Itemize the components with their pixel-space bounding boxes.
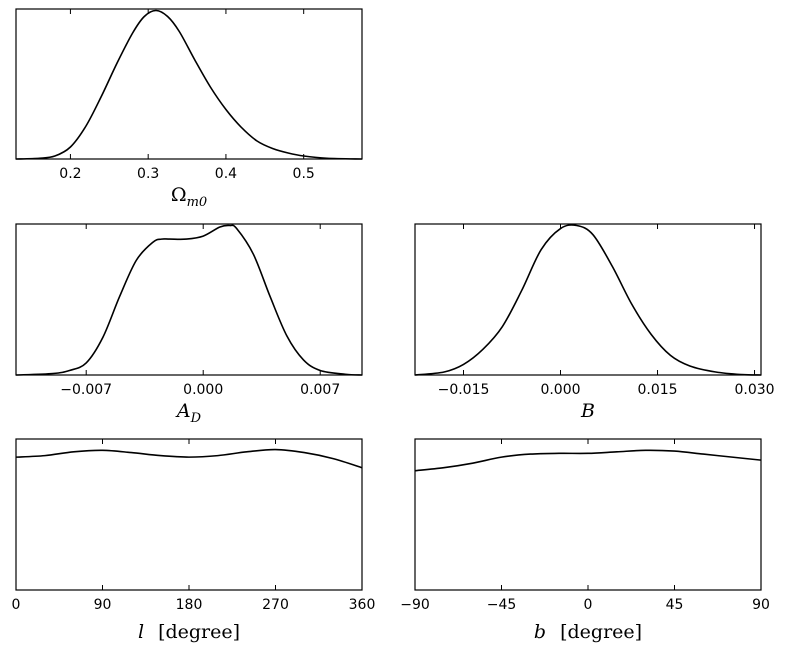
x-tick-label: 0.030 [734, 382, 774, 398]
plot-frame [414, 223, 762, 376]
posterior-curve [15, 9, 363, 160]
x-tick-label: −0.007 [60, 382, 112, 398]
x-axis-label: Ωm0 [171, 184, 207, 210]
x-tick-label: 0.5 [293, 166, 315, 182]
x-tick-label: −90 [400, 597, 430, 613]
panel-b-degree: b [degree] −90 −45 0 45 90 [400, 438, 770, 643]
posterior-curve [15, 448, 363, 469]
panel-l-degree: l [degree] 0 90 180 270 360 [12, 438, 376, 643]
x-tick-label: 0 [584, 597, 593, 613]
posterior-curve [414, 224, 762, 376]
x-tick-label: 0.007 [300, 382, 340, 398]
x-axis-label: b [degree] [534, 621, 642, 643]
x-tick-label: 90 [752, 597, 770, 613]
x-tick-label: 90 [94, 597, 112, 613]
x-tick-label: 270 [262, 597, 289, 613]
x-tick-label: 360 [349, 597, 376, 613]
x-tick-label: −45 [487, 597, 517, 613]
x-tick-label: −0.015 [438, 382, 490, 398]
plot-frame [15, 438, 363, 591]
plot-frame [15, 8, 363, 160]
x-tick-label: 0.2 [59, 166, 81, 182]
panel-b-param: B −0.015 0.000 0.015 0.030 [414, 223, 775, 422]
plot-frame [15, 223, 363, 376]
panel-ad: AD −0.007 0.000 0.007 [15, 223, 363, 426]
x-axis-label: B [580, 400, 595, 422]
posterior-curve [414, 449, 762, 472]
x-tick-label: 0.000 [183, 382, 223, 398]
x-tick-label: 0.3 [137, 166, 159, 182]
posterior-curve [15, 224, 363, 376]
x-tick-label: 180 [176, 597, 203, 613]
x-tick-label: 45 [666, 597, 684, 613]
x-tick-label: 0.000 [540, 382, 580, 398]
panel-omega-m0: Ωm0 0.2 0.3 0.4 0.5 [15, 8, 363, 210]
plot-frame [414, 438, 762, 591]
x-tick-label: 0.4 [215, 166, 237, 182]
x-axis-label: AD [175, 400, 202, 426]
x-axis-label: l [degree] [138, 621, 240, 643]
x-tick-label: 0.015 [637, 382, 677, 398]
x-tick-label: 0 [12, 597, 21, 613]
